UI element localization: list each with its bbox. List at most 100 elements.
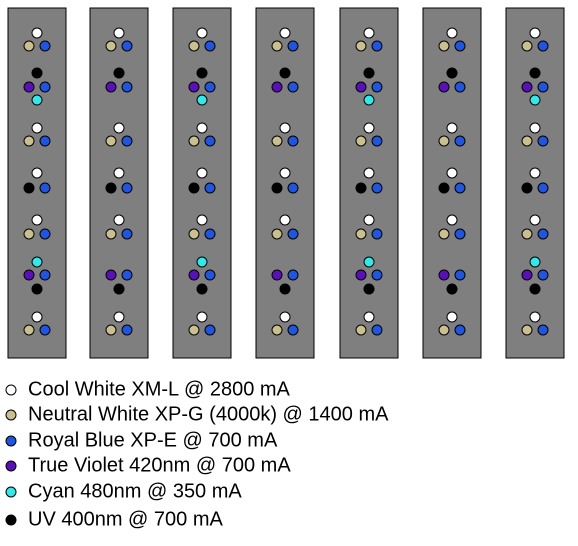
led-strip <box>172 7 232 359</box>
led <box>371 81 383 93</box>
led-strip <box>339 7 399 359</box>
led <box>287 135 299 147</box>
led <box>454 228 466 240</box>
led <box>355 324 367 336</box>
led <box>204 228 216 240</box>
led <box>287 324 299 336</box>
led <box>23 324 35 336</box>
strip-board <box>172 7 232 359</box>
led <box>454 40 466 52</box>
led <box>446 311 458 323</box>
led <box>371 40 383 52</box>
strip-board <box>89 7 149 359</box>
legend-item: Neutral White XP-G (4000k) @ 1400 mA <box>5 403 389 425</box>
led <box>355 228 367 240</box>
led <box>31 67 43 79</box>
led <box>113 283 125 295</box>
led <box>287 228 299 240</box>
led <box>23 135 35 147</box>
led <box>363 27 375 39</box>
led <box>279 27 291 39</box>
led <box>121 40 133 52</box>
led <box>363 167 375 179</box>
strip-board <box>255 7 315 359</box>
led <box>363 311 375 323</box>
led <box>23 269 35 281</box>
led <box>113 167 125 179</box>
led-strips <box>7 7 565 359</box>
led <box>438 135 450 147</box>
led <box>23 182 35 194</box>
led <box>371 269 383 281</box>
led <box>521 228 533 240</box>
led <box>446 67 458 79</box>
led <box>196 311 208 323</box>
led <box>271 324 283 336</box>
led <box>287 40 299 52</box>
led <box>537 81 549 93</box>
led <box>31 94 43 106</box>
legend-swatch <box>5 409 17 421</box>
led <box>529 94 541 106</box>
led <box>279 122 291 134</box>
led <box>529 256 541 268</box>
led-strip <box>505 7 565 359</box>
led <box>454 182 466 194</box>
led <box>446 283 458 295</box>
led <box>31 283 43 295</box>
led <box>23 40 35 52</box>
led <box>371 182 383 194</box>
led <box>355 135 367 147</box>
led <box>363 283 375 295</box>
led <box>113 122 125 134</box>
led <box>371 228 383 240</box>
led <box>446 167 458 179</box>
led <box>196 94 208 106</box>
led <box>371 135 383 147</box>
led <box>105 269 117 281</box>
led <box>196 67 208 79</box>
led <box>529 167 541 179</box>
legend: Cool White XM-L @ 2800 mA Neutral White X… <box>5 378 389 530</box>
led <box>105 81 117 93</box>
led <box>363 214 375 226</box>
led <box>537 135 549 147</box>
led <box>529 311 541 323</box>
led <box>279 283 291 295</box>
led <box>287 81 299 93</box>
led <box>521 324 533 336</box>
led <box>371 324 383 336</box>
led <box>279 67 291 79</box>
led <box>363 256 375 268</box>
led-strip <box>7 7 67 359</box>
led <box>446 214 458 226</box>
led <box>105 135 117 147</box>
led <box>537 182 549 194</box>
legend-swatch <box>5 435 17 447</box>
led <box>529 214 541 226</box>
led <box>537 228 549 240</box>
led <box>529 283 541 295</box>
led <box>188 81 200 93</box>
led <box>355 182 367 194</box>
led <box>355 81 367 93</box>
legend-swatch <box>5 486 17 498</box>
led <box>363 94 375 106</box>
led <box>121 324 133 336</box>
led <box>454 81 466 93</box>
legend-label: True Violet 420nm @ 700 mA <box>28 454 291 476</box>
led <box>105 40 117 52</box>
legend-swatch <box>5 460 17 472</box>
led <box>188 135 200 147</box>
led <box>188 269 200 281</box>
led <box>529 122 541 134</box>
led <box>39 182 51 194</box>
led <box>196 283 208 295</box>
led <box>105 182 117 194</box>
led <box>196 256 208 268</box>
led <box>105 324 117 336</box>
led-strip <box>255 7 315 359</box>
led <box>31 214 43 226</box>
led <box>271 228 283 240</box>
led <box>529 27 541 39</box>
